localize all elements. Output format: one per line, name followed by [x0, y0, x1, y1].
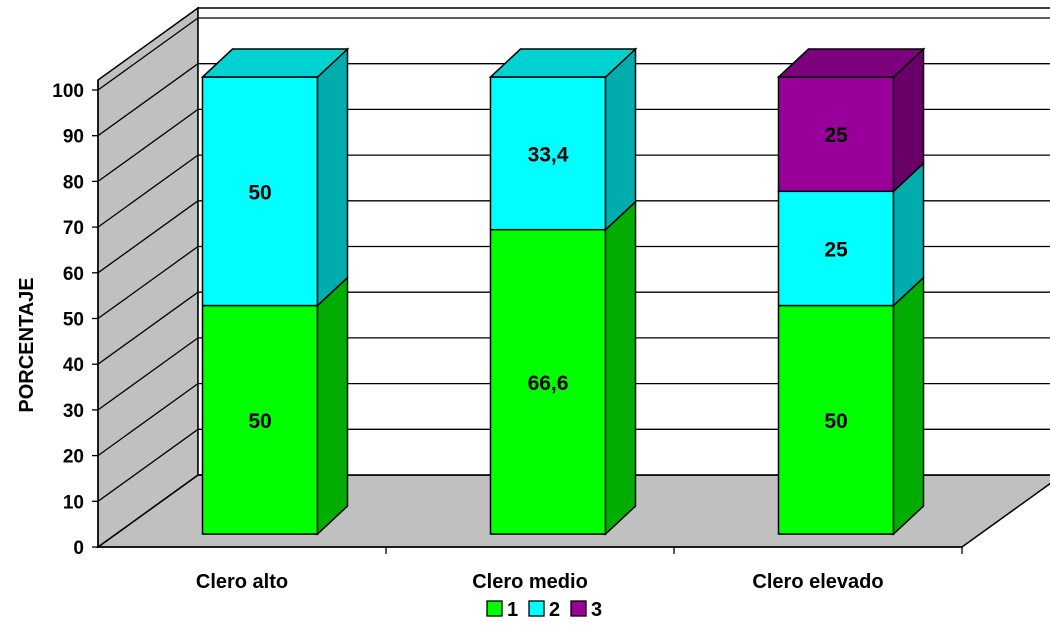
data-label: 25 — [824, 124, 848, 147]
x-category-label: Clero elevado — [752, 571, 883, 593]
axes — [92, 80, 963, 554]
legend-swatch-2 — [528, 600, 545, 617]
bar-segment-2-0 — [201, 76, 319, 307]
gridline-diagonal — [97, 383, 199, 457]
gridline-diagonal — [97, 245, 199, 320]
bar-top-2-0 — [200, 48, 350, 78]
bar-segment-1-0 — [201, 304, 319, 535]
bar-top-3-2 — [776, 48, 926, 78]
data-label: 33,4 — [528, 143, 569, 166]
y-tick-label: 80 — [63, 172, 84, 193]
data-label: 66,6 — [528, 372, 569, 395]
gridline-diagonal — [97, 428, 199, 502]
gridline-diagonal — [97, 154, 199, 228]
data-label: 50 — [824, 410, 847, 433]
y-tick-label: 60 — [63, 264, 84, 285]
y-tick-label: 50 — [63, 310, 84, 331]
y-tick-label: 30 — [63, 401, 84, 422]
gridline-diagonal — [97, 108, 199, 182]
gridline-diagonal — [97, 63, 199, 137]
legend-swatch-3 — [570, 600, 587, 617]
bar-segment-1-2 — [777, 304, 895, 535]
bar-segment-2-2 — [777, 190, 895, 307]
y-tick-label: 70 — [63, 218, 84, 239]
chart-side-wall — [97, 6, 199, 549]
bar-side-2-0 — [316, 47, 349, 308]
y-tick-label: 20 — [63, 447, 84, 468]
bars — [200, 47, 926, 536]
y-tick-label: 40 — [63, 355, 84, 376]
bar-side-1-0 — [316, 275, 349, 536]
x-category-label: Clero alto — [196, 571, 288, 593]
bar-side-2-1 — [604, 47, 637, 232]
legend-label: 2 — [549, 599, 560, 621]
gridline-diagonal — [97, 337, 199, 411]
legend-swatch-1 — [486, 600, 503, 617]
legend-label: 3 — [591, 599, 602, 621]
y-tick-label: 0 — [73, 538, 84, 559]
bar-side-1-2 — [892, 275, 925, 536]
y-axis-title: PORCENTAJE — [16, 277, 38, 412]
data-label: 25 — [824, 238, 848, 261]
gridline-diagonal — [97, 200, 199, 274]
legend: 1 2 3 — [486, 599, 602, 621]
data-labels: 50 50 66,6 33,4 50 25 25 — [248, 124, 848, 433]
x-category-label: Clero medio — [472, 571, 588, 593]
y-tick-label: 100 — [52, 81, 84, 102]
data-label: 50 — [248, 410, 271, 433]
bar-top-2-1 — [488, 48, 638, 78]
data-label: 50 — [248, 181, 271, 204]
bar-side-1-1 — [604, 199, 637, 536]
legend-label: 1 — [507, 599, 518, 621]
x-category-labels: Clero alto Clero medio Clero elevado — [196, 571, 884, 593]
gridline-diagonal — [97, 291, 199, 365]
bar-segment-2-1 — [489, 76, 607, 231]
y-tick-label: 10 — [63, 492, 84, 513]
gridline-diagonal — [97, 17, 199, 91]
y-tick-label: 90 — [63, 127, 84, 148]
bar-segment-3-2 — [777, 76, 895, 193]
gridline-diagonal — [97, 474, 199, 548]
y-tick-labels: 0 10 20 30 40 50 60 70 80 90 100 — [52, 81, 84, 559]
